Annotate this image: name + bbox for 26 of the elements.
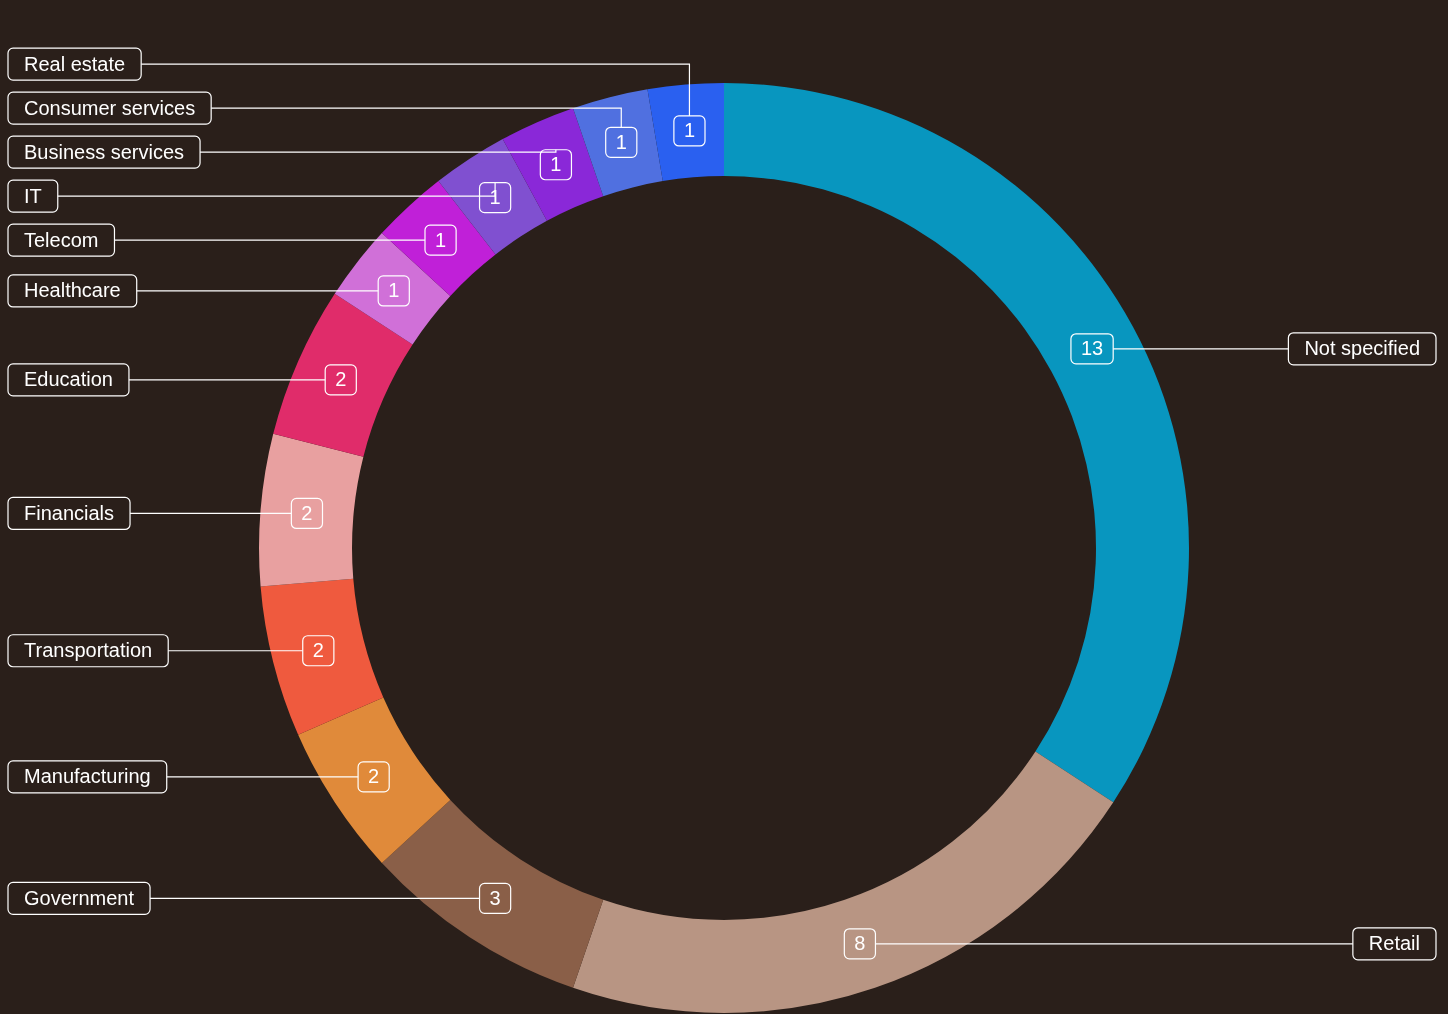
slice-label: Business services: [24, 140, 185, 163]
data-label: 1: [683, 119, 695, 142]
data-label: 1: [489, 186, 501, 209]
data-label: 2: [335, 368, 347, 391]
data-label: 1: [388, 279, 400, 302]
data-label: 2: [301, 501, 313, 524]
slice-label: Financials: [24, 501, 115, 524]
slice-label: Telecom: [24, 228, 99, 251]
data-label: 2: [368, 765, 380, 788]
data-label: 8: [854, 932, 866, 955]
slice-label: Manufacturing: [24, 765, 151, 788]
data-label: 2: [312, 639, 324, 662]
data-label: 13: [1080, 337, 1104, 360]
data-label: 3: [489, 886, 501, 909]
data-label: 1: [550, 153, 562, 176]
slice-label: Government: [24, 886, 135, 909]
slice-label: Healthcare: [24, 279, 121, 302]
slice-label: Retail: [1368, 932, 1421, 955]
slice-label: IT: [24, 184, 42, 207]
data-label: 1: [615, 130, 627, 153]
data-label: 1: [435, 228, 447, 251]
slice-label: Consumer services: [24, 96, 196, 119]
slice-label: Real estate: [24, 52, 126, 75]
slice-label: Transportation: [24, 639, 153, 662]
slice-label: Not specified: [1304, 337, 1421, 360]
slice-label: Education: [24, 368, 113, 391]
